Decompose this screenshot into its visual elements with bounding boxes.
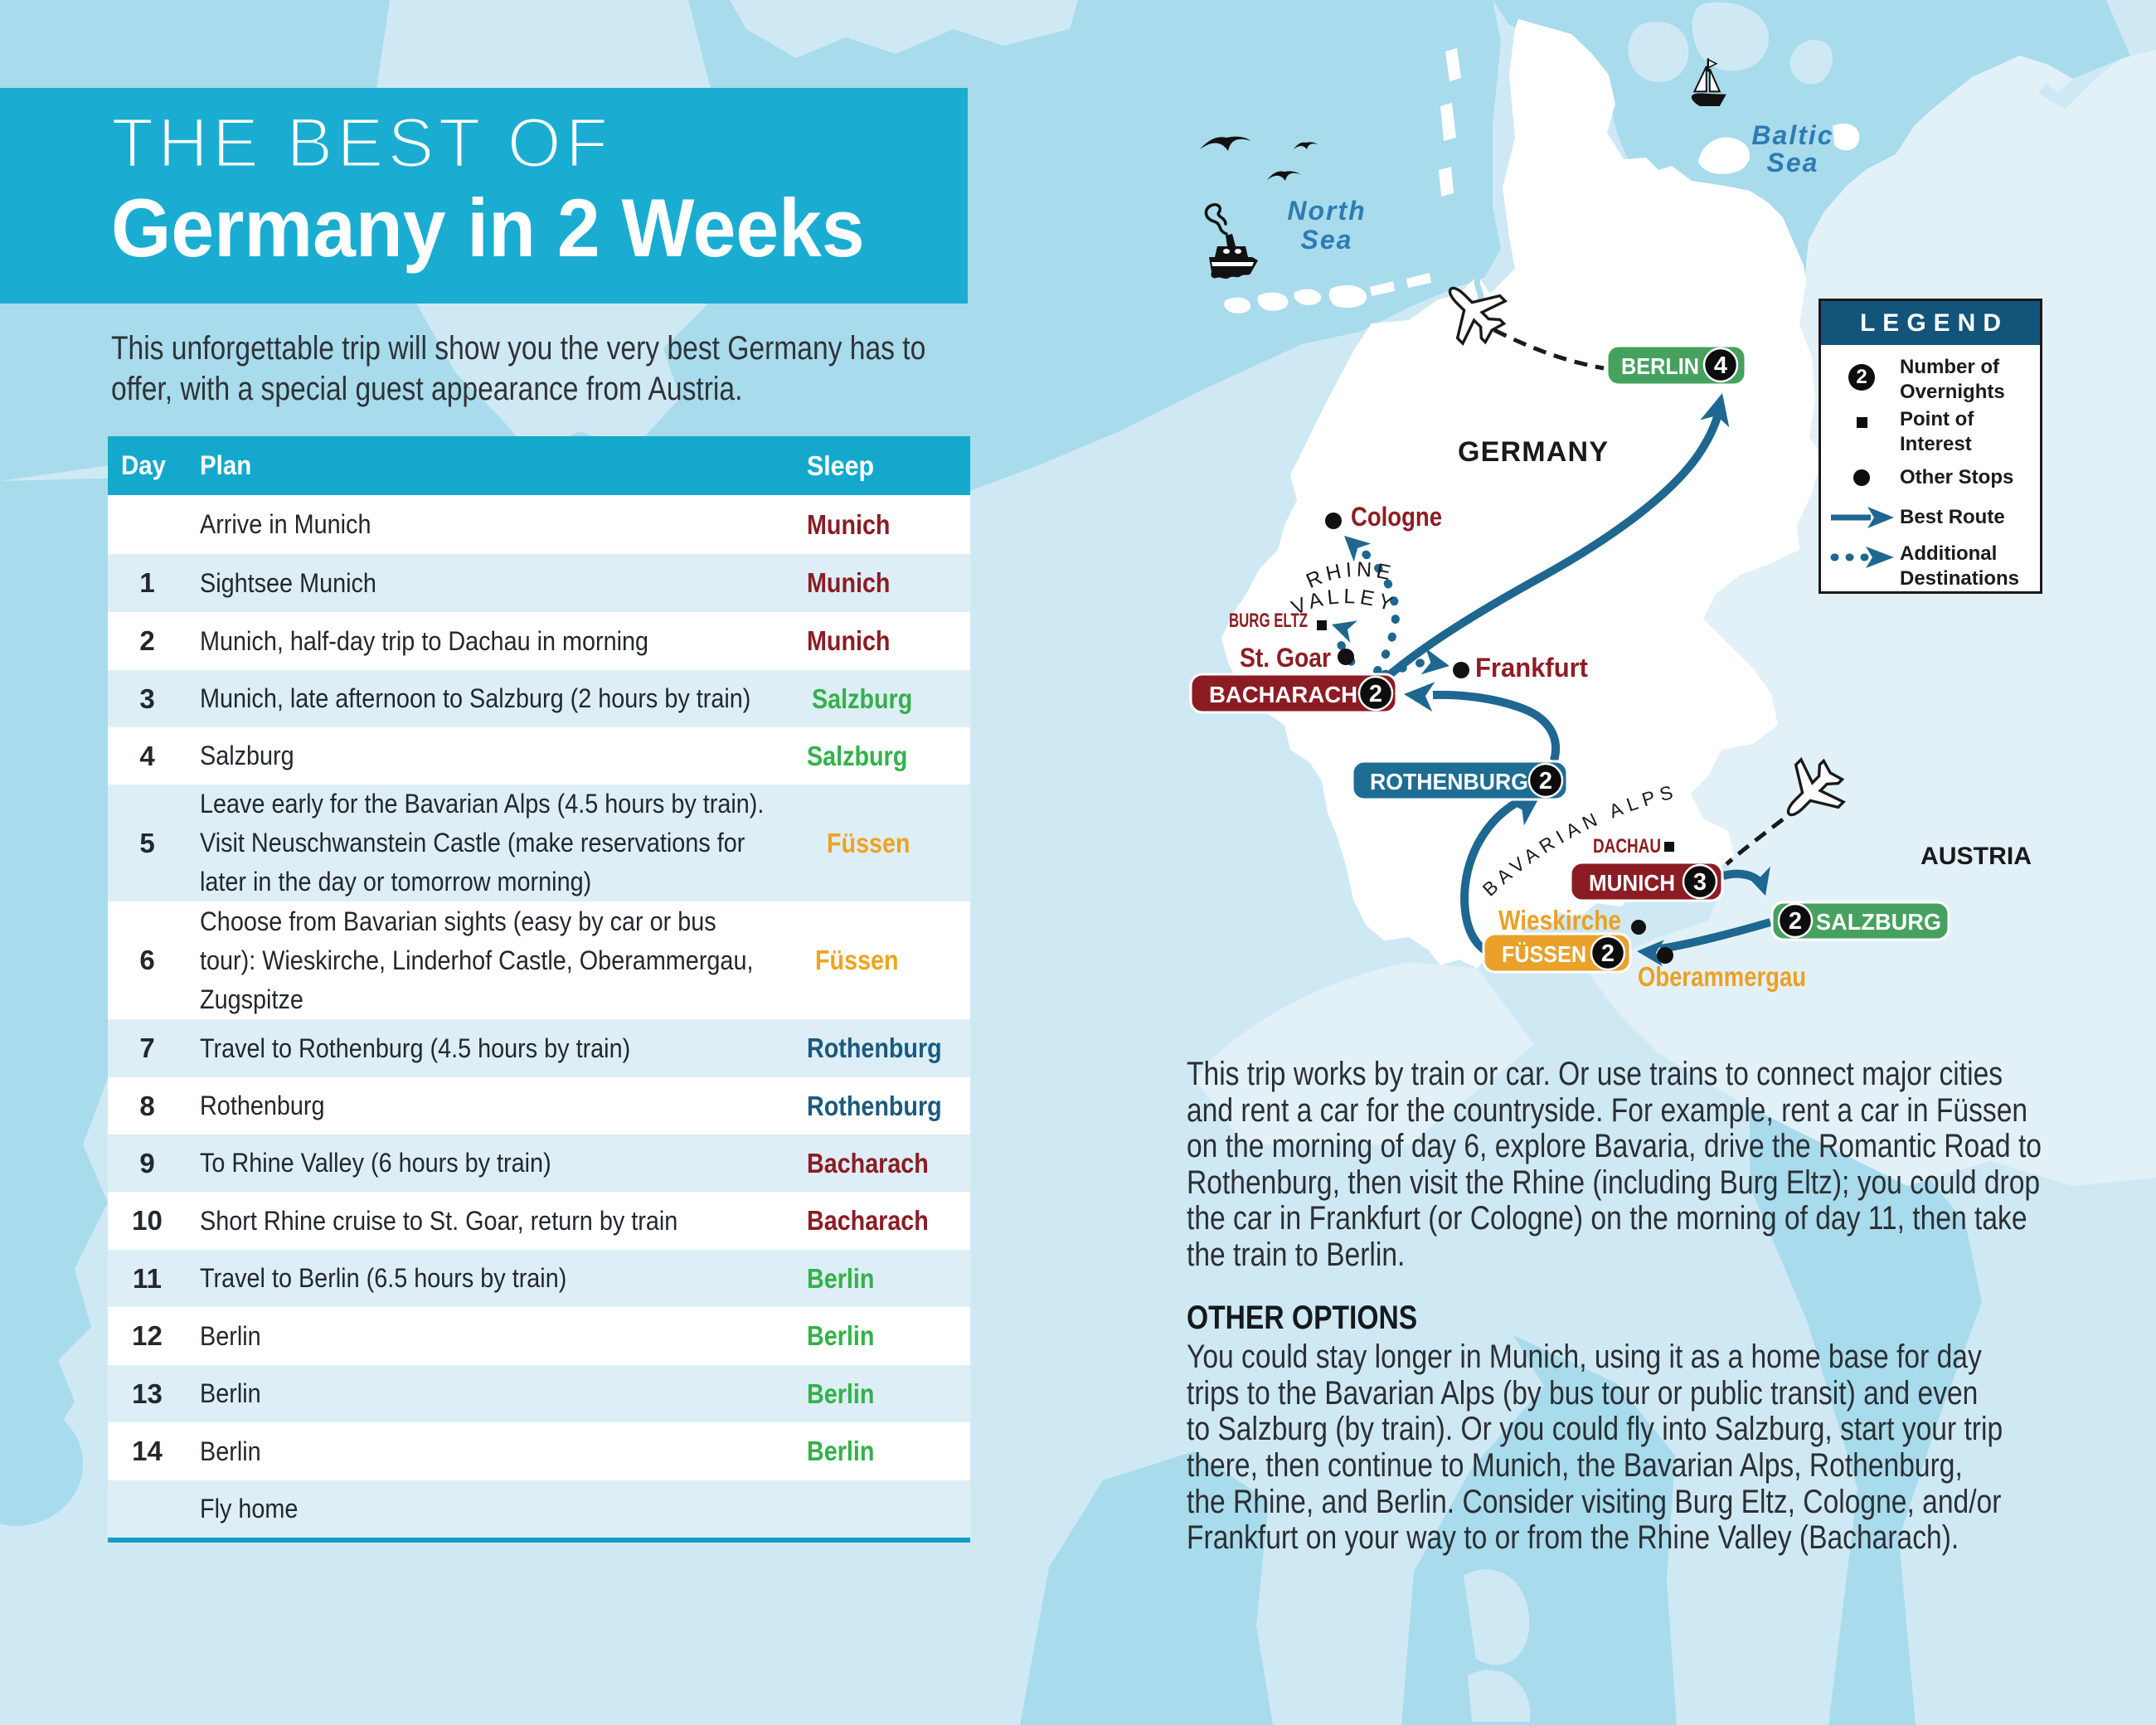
svg-text:Frankfurt: Frankfurt <box>1475 653 1588 683</box>
svg-text:ROTHENBURG: ROTHENBURG <box>1370 769 1528 794</box>
svg-text:FÜSSEN: FÜSSEN <box>1502 941 1586 967</box>
svg-text:GERMANY: GERMANY <box>1458 436 1608 468</box>
svg-text:North: North <box>1287 196 1366 226</box>
svg-text:MUNICH: MUNICH <box>1589 870 1675 896</box>
svg-text:BERLIN: BERLIN <box>1621 353 1699 379</box>
svg-text:Sea: Sea <box>1767 148 1819 177</box>
svg-text:DACHAU: DACHAU <box>1593 835 1661 858</box>
svg-text:Sea: Sea <box>1301 225 1353 255</box>
svg-text:4: 4 <box>1714 352 1727 379</box>
svg-text:Oberammergau: Oberammergau <box>1638 961 1806 992</box>
svg-text:Cologne: Cologne <box>1351 502 1442 532</box>
svg-text:Baltic: Baltic <box>1751 120 1833 150</box>
svg-text:St. Goar: St. Goar <box>1240 643 1331 673</box>
svg-text:2: 2 <box>1369 681 1382 707</box>
svg-text:BURG ELTZ: BURG ELTZ <box>1229 610 1308 632</box>
svg-text:3: 3 <box>1693 869 1707 896</box>
svg-text:AUSTRIA: AUSTRIA <box>1920 843 2032 870</box>
svg-text:2: 2 <box>1539 768 1552 794</box>
svg-text:Wieskirche: Wieskirche <box>1498 905 1621 935</box>
svg-text:BACHARACH: BACHARACH <box>1209 682 1357 707</box>
svg-text:2: 2 <box>1601 940 1615 967</box>
svg-text:2: 2 <box>1789 908 1802 935</box>
svg-text:SALZBURG: SALZBURG <box>1816 909 1941 935</box>
